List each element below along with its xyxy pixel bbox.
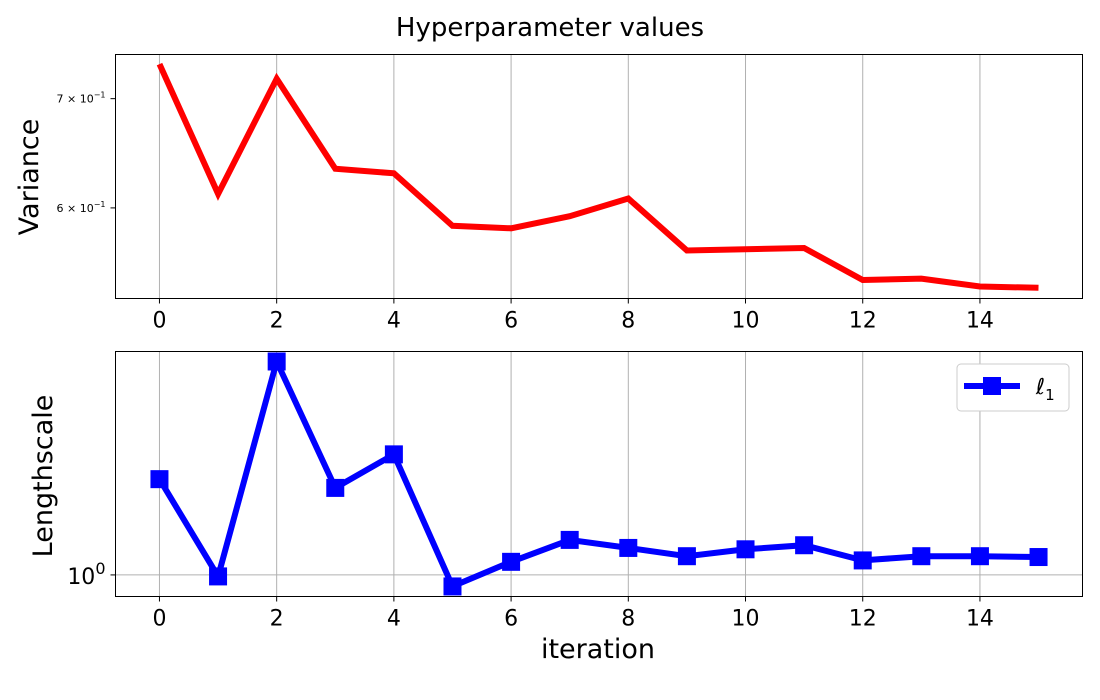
variance-axes-frame: [115, 54, 1083, 299]
data-point: [736, 540, 755, 559]
chart-title: Hyperparameter values: [396, 13, 704, 43]
x-tick-label: 12: [849, 607, 877, 632]
x-axis-label: iteration: [541, 634, 655, 665]
lengthscale-y-label: Lengthscale: [28, 395, 59, 558]
variance-series: [156, 62, 1039, 291]
y-tick-label: 7 × 10−1: [56, 91, 105, 106]
data-point: [443, 577, 462, 596]
x-tick-label: 12: [849, 309, 877, 334]
series-line: [156, 62, 1039, 291]
data-point: [502, 552, 521, 571]
data-point: [384, 445, 403, 464]
data-point: [560, 530, 579, 549]
legend-marker: [983, 377, 1001, 395]
y-tick-label: 100: [67, 559, 105, 590]
x-tick-label: 2: [270, 607, 284, 632]
x-tick-label: 14: [966, 309, 994, 334]
variance-panel: 0 2 4 6 8 10 12 14 7 × 10−1 6 × 10−1 Variance: [14, 54, 1083, 334]
data-point: [970, 547, 989, 566]
x-tick-label: 10: [732, 309, 760, 334]
legend-label-subscript: 1: [1045, 386, 1055, 404]
x-tick-label: 0: [152, 607, 166, 632]
data-point: [677, 547, 696, 566]
data-point: [267, 352, 286, 371]
data-point: [150, 470, 169, 489]
x-tick-label: 0: [152, 309, 166, 334]
data-point: [912, 547, 931, 566]
data-point: [619, 538, 638, 557]
legend-label-name: ℓ: [1035, 375, 1045, 400]
variance-y-label: Variance: [14, 119, 45, 236]
lengthscale-gridlines: [115, 351, 1083, 597]
x-tick-label: 14: [966, 607, 994, 632]
legend-label: ℓ1: [1035, 375, 1055, 404]
data-point: [209, 567, 228, 586]
y-tick-label: 6 × 10−1: [56, 200, 105, 215]
x-tick-label: 4: [387, 607, 401, 632]
x-tick-label: 8: [621, 309, 635, 334]
lengthscale-series: [150, 352, 1048, 596]
lengthscale-panel: 0 2 4 6 8 10 12 14 100 Lengthscale iteration ℓ1: [28, 351, 1083, 665]
data-point: [853, 551, 872, 570]
lengthscale-x-ticks: 0 2 4 6 8 10 12 14: [152, 596, 994, 632]
lengthscale-axes-frame: [115, 351, 1083, 597]
x-tick-label: 8: [621, 607, 635, 632]
x-tick-label: 4: [387, 309, 401, 334]
lengthscale-y-ticks: 100: [67, 559, 116, 590]
variance-x-ticks: 0 2 4 6 8 10 12 14: [152, 298, 994, 334]
x-tick-label: 6: [504, 309, 518, 334]
series-line: [156, 352, 1039, 591]
data-point: [795, 536, 814, 555]
data-point: [326, 478, 345, 497]
x-tick-label: 10: [732, 607, 760, 632]
x-tick-label: 2: [270, 309, 284, 334]
x-tick-label: 6: [504, 607, 518, 632]
legend: ℓ1: [956, 363, 1070, 412]
variance-y-ticks: 7 × 10−1 6 × 10−1: [56, 91, 116, 215]
data-point: [1029, 548, 1048, 567]
